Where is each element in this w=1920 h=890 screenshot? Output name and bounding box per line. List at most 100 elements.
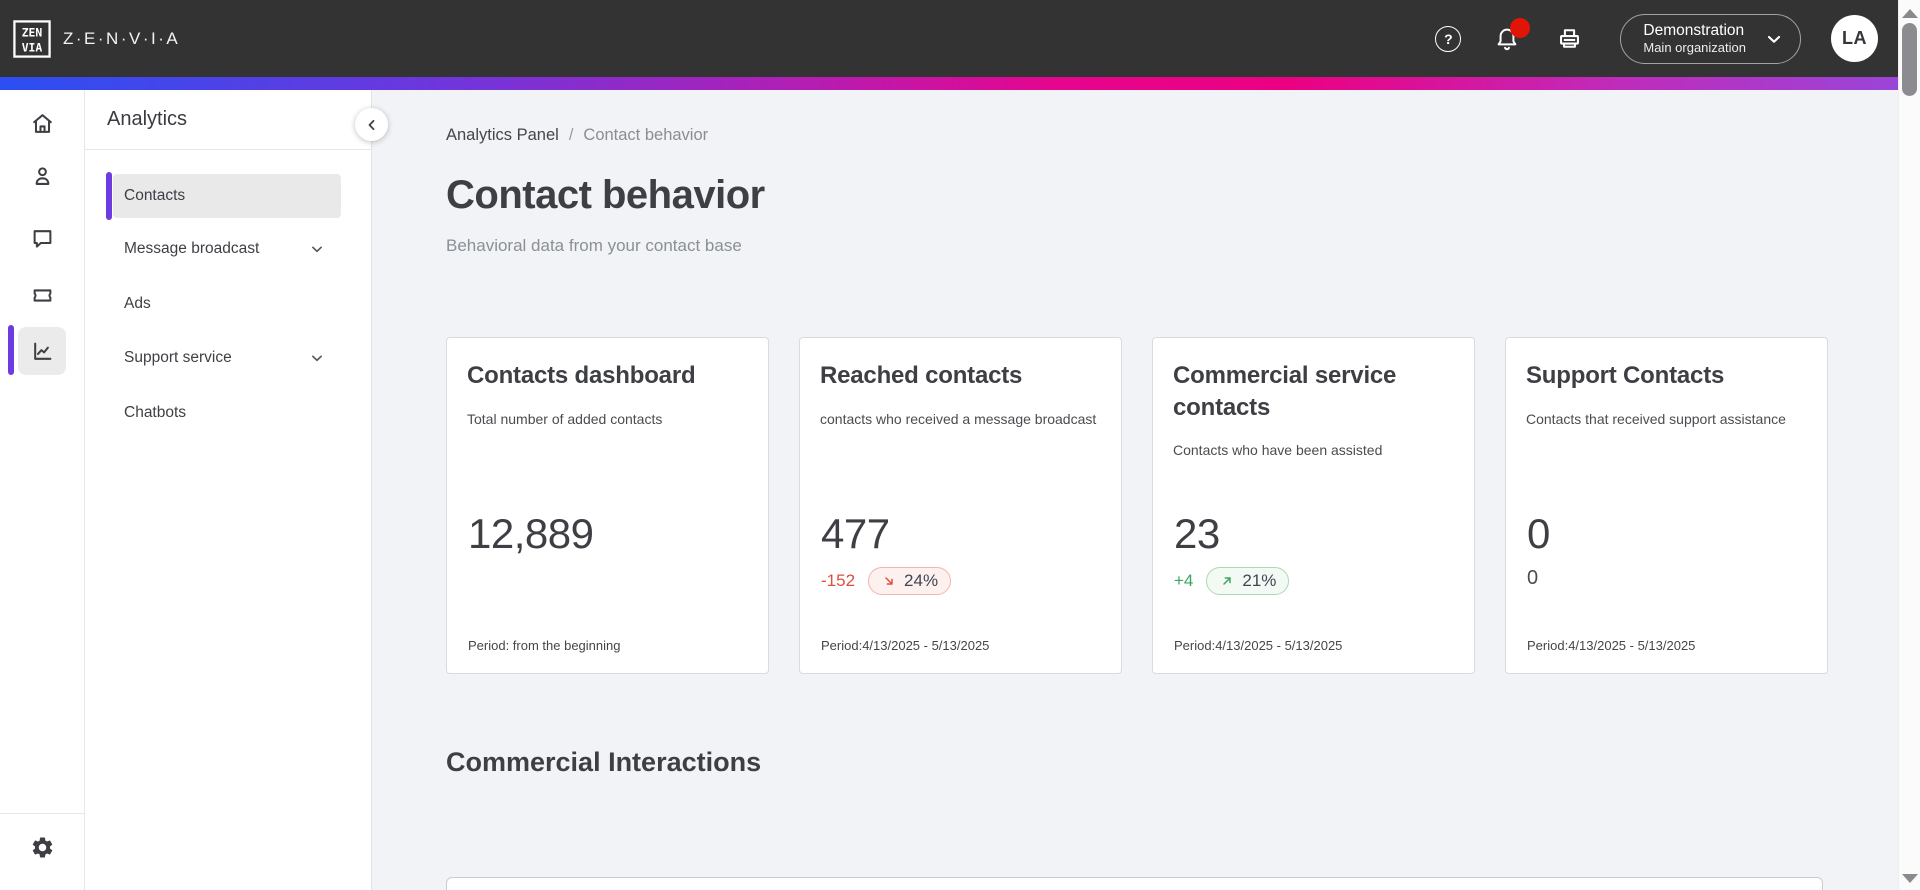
line-chart-icon bbox=[33, 342, 51, 360]
card-value: 12,889 bbox=[468, 510, 594, 557]
svg-text:ZEN: ZEN bbox=[22, 25, 43, 39]
card-secondary-value: 0 bbox=[1527, 567, 1539, 589]
trend-badge-up: 21% bbox=[1206, 567, 1290, 595]
home-icon bbox=[32, 113, 52, 133]
submenu-item-label: Contacts bbox=[124, 187, 186, 204]
scrollbar-thumb[interactable] bbox=[1902, 23, 1917, 96]
org-subtitle: Main organization bbox=[1643, 40, 1746, 56]
chevron-down-icon bbox=[312, 246, 322, 253]
page-subtitle: Behavioral data from your contact base bbox=[446, 236, 742, 255]
trend-percent: 21% bbox=[1242, 571, 1277, 590]
page-scrollbar[interactable] bbox=[1898, 0, 1920, 890]
breadcrumb-analytics-panel[interactable]: Analytics Panel bbox=[446, 126, 559, 144]
chat-bubble-icon bbox=[33, 229, 51, 248]
stat-card-support-contacts: Support Contacts Contacts that received … bbox=[1505, 337, 1828, 674]
print-button[interactable] bbox=[1555, 24, 1584, 53]
rail-divider bbox=[0, 813, 85, 814]
card-title: Commercial service contacts bbox=[1173, 362, 1397, 421]
sidebar-item-settings[interactable] bbox=[18, 823, 66, 871]
card-description: Contacts that received support assistanc… bbox=[1526, 410, 1786, 427]
card-description: Contacts who have been assisted bbox=[1173, 442, 1383, 459]
commercial-interactions-panel bbox=[446, 877, 1823, 890]
question-mark-icon: ? bbox=[1444, 30, 1453, 47]
collapse-panel-button[interactable] bbox=[355, 108, 388, 141]
active-rail-indicator bbox=[8, 325, 14, 375]
topbar: ZEN VIA Z·E·N·V·I·A ? bbox=[0, 0, 1898, 77]
brand-gradient-bar bbox=[0, 77, 1898, 90]
submenu-item-chatbots[interactable]: Chatbots bbox=[113, 391, 341, 435]
card-title: Support Contacts bbox=[1526, 362, 1725, 389]
submenu-title: Analytics bbox=[107, 108, 188, 130]
submenu-item-label: Support service bbox=[124, 349, 232, 366]
breadcrumb-separator: / bbox=[568, 126, 574, 144]
arrow-down-right-icon bbox=[885, 577, 893, 585]
svg-text:VIA: VIA bbox=[22, 40, 43, 54]
section-title-commercial-interactions: Commercial Interactions bbox=[446, 747, 762, 777]
zenvia-logo-icon: ZEN VIA bbox=[13, 19, 51, 58]
chevron-left-icon bbox=[368, 119, 374, 130]
trend-percent: 24% bbox=[904, 571, 939, 590]
sidebar-item-tickets[interactable] bbox=[18, 271, 66, 319]
chevron-down-icon bbox=[312, 355, 322, 362]
brand: ZEN VIA Z·E·N·V·I·A bbox=[13, 19, 181, 58]
notifications-button[interactable] bbox=[1493, 17, 1531, 53]
card-value: 477 bbox=[821, 510, 890, 557]
card-period: Period:4/13/2025 - 5/13/2025 bbox=[1527, 638, 1696, 653]
org-switcher[interactable]: Demonstration Main organization bbox=[1620, 13, 1801, 64]
sidebar-item-conversations[interactable] bbox=[18, 214, 66, 262]
chevron-down-icon bbox=[1767, 35, 1781, 43]
card-title: Reached contacts bbox=[820, 362, 1023, 389]
nav-rail bbox=[0, 90, 85, 890]
delta-value: +4 bbox=[1174, 571, 1194, 590]
card-period: Period: from the beginning bbox=[468, 638, 621, 653]
person-icon bbox=[35, 166, 49, 185]
card-secondary-row: 0 bbox=[1527, 567, 1538, 590]
trend-badge-down: 24% bbox=[868, 567, 952, 595]
main-content: Analytics Panel / Contact behavior Conta… bbox=[372, 90, 1898, 890]
submenu-item-support-service[interactable]: Support service bbox=[113, 336, 341, 380]
analytics-submenu: Analytics Contacts Message broadcast Ads… bbox=[85, 90, 372, 890]
org-name: Demonstration bbox=[1643, 21, 1745, 39]
submenu-item-label: Chatbots bbox=[124, 404, 187, 421]
card-description: Total number of added contacts bbox=[467, 410, 663, 427]
card-title: Contacts dashboard bbox=[467, 362, 696, 389]
arrow-up-right-icon bbox=[1223, 577, 1232, 585]
breadcrumb-current: Contact behavior bbox=[583, 126, 709, 144]
sidebar-item-home[interactable] bbox=[18, 99, 66, 147]
active-item-indicator bbox=[106, 172, 112, 220]
brand-wordmark: Z·E·N·V·I·A bbox=[63, 28, 181, 48]
submenu-item-label: Ads bbox=[124, 295, 151, 312]
submenu-item-label: Message broadcast bbox=[124, 240, 260, 257]
card-trend-row: +4 21% bbox=[1174, 567, 1290, 595]
org-switcher-labels: Demonstration Main organization bbox=[1643, 21, 1746, 57]
breadcrumb: Analytics Panel / Contact behavior bbox=[446, 126, 708, 145]
card-description: contacts who received a message broadcas… bbox=[820, 410, 1097, 427]
notification-dot bbox=[1510, 17, 1531, 38]
user-avatar[interactable]: LA bbox=[1831, 15, 1878, 62]
card-period: Period:4/13/2025 - 5/13/2025 bbox=[821, 638, 990, 653]
gear-icon bbox=[32, 837, 52, 857]
card-period: Period:4/13/2025 - 5/13/2025 bbox=[1174, 638, 1343, 653]
submenu-item-ads[interactable]: Ads bbox=[113, 282, 341, 326]
card-trend-row: -152 24% bbox=[821, 567, 952, 595]
stat-cards-row: Contacts dashboard Total number of added… bbox=[446, 337, 1828, 674]
stat-card-commercial-service-contacts: Commercial service contacts Contacts who… bbox=[1152, 337, 1475, 674]
card-value: 0 bbox=[1527, 510, 1550, 557]
topbar-actions: ? Demonstration bbox=[1435, 13, 1878, 64]
stat-card-contacts-dashboard: Contacts dashboard Total number of added… bbox=[446, 337, 769, 674]
ticket-icon bbox=[33, 288, 51, 302]
stat-card-reached-contacts: Reached contacts contacts who received a… bbox=[799, 337, 1122, 674]
submenu-item-contacts[interactable]: Contacts bbox=[113, 174, 341, 218]
scrollbar-down-arrow[interactable] bbox=[1902, 874, 1918, 883]
card-value: 23 bbox=[1174, 510, 1220, 557]
delta-value: -152 bbox=[821, 571, 856, 590]
help-button[interactable]: ? bbox=[1435, 25, 1462, 52]
sidebar-item-contacts[interactable] bbox=[18, 152, 66, 200]
sidebar-item-analytics[interactable] bbox=[18, 327, 66, 375]
scrollbar-up-arrow[interactable] bbox=[1902, 9, 1918, 18]
page-title: Contact behavior bbox=[446, 173, 765, 217]
submenu-header: Analytics bbox=[85, 90, 371, 150]
printer-icon bbox=[1560, 29, 1580, 48]
submenu-item-message-broadcast[interactable]: Message broadcast bbox=[113, 227, 341, 271]
